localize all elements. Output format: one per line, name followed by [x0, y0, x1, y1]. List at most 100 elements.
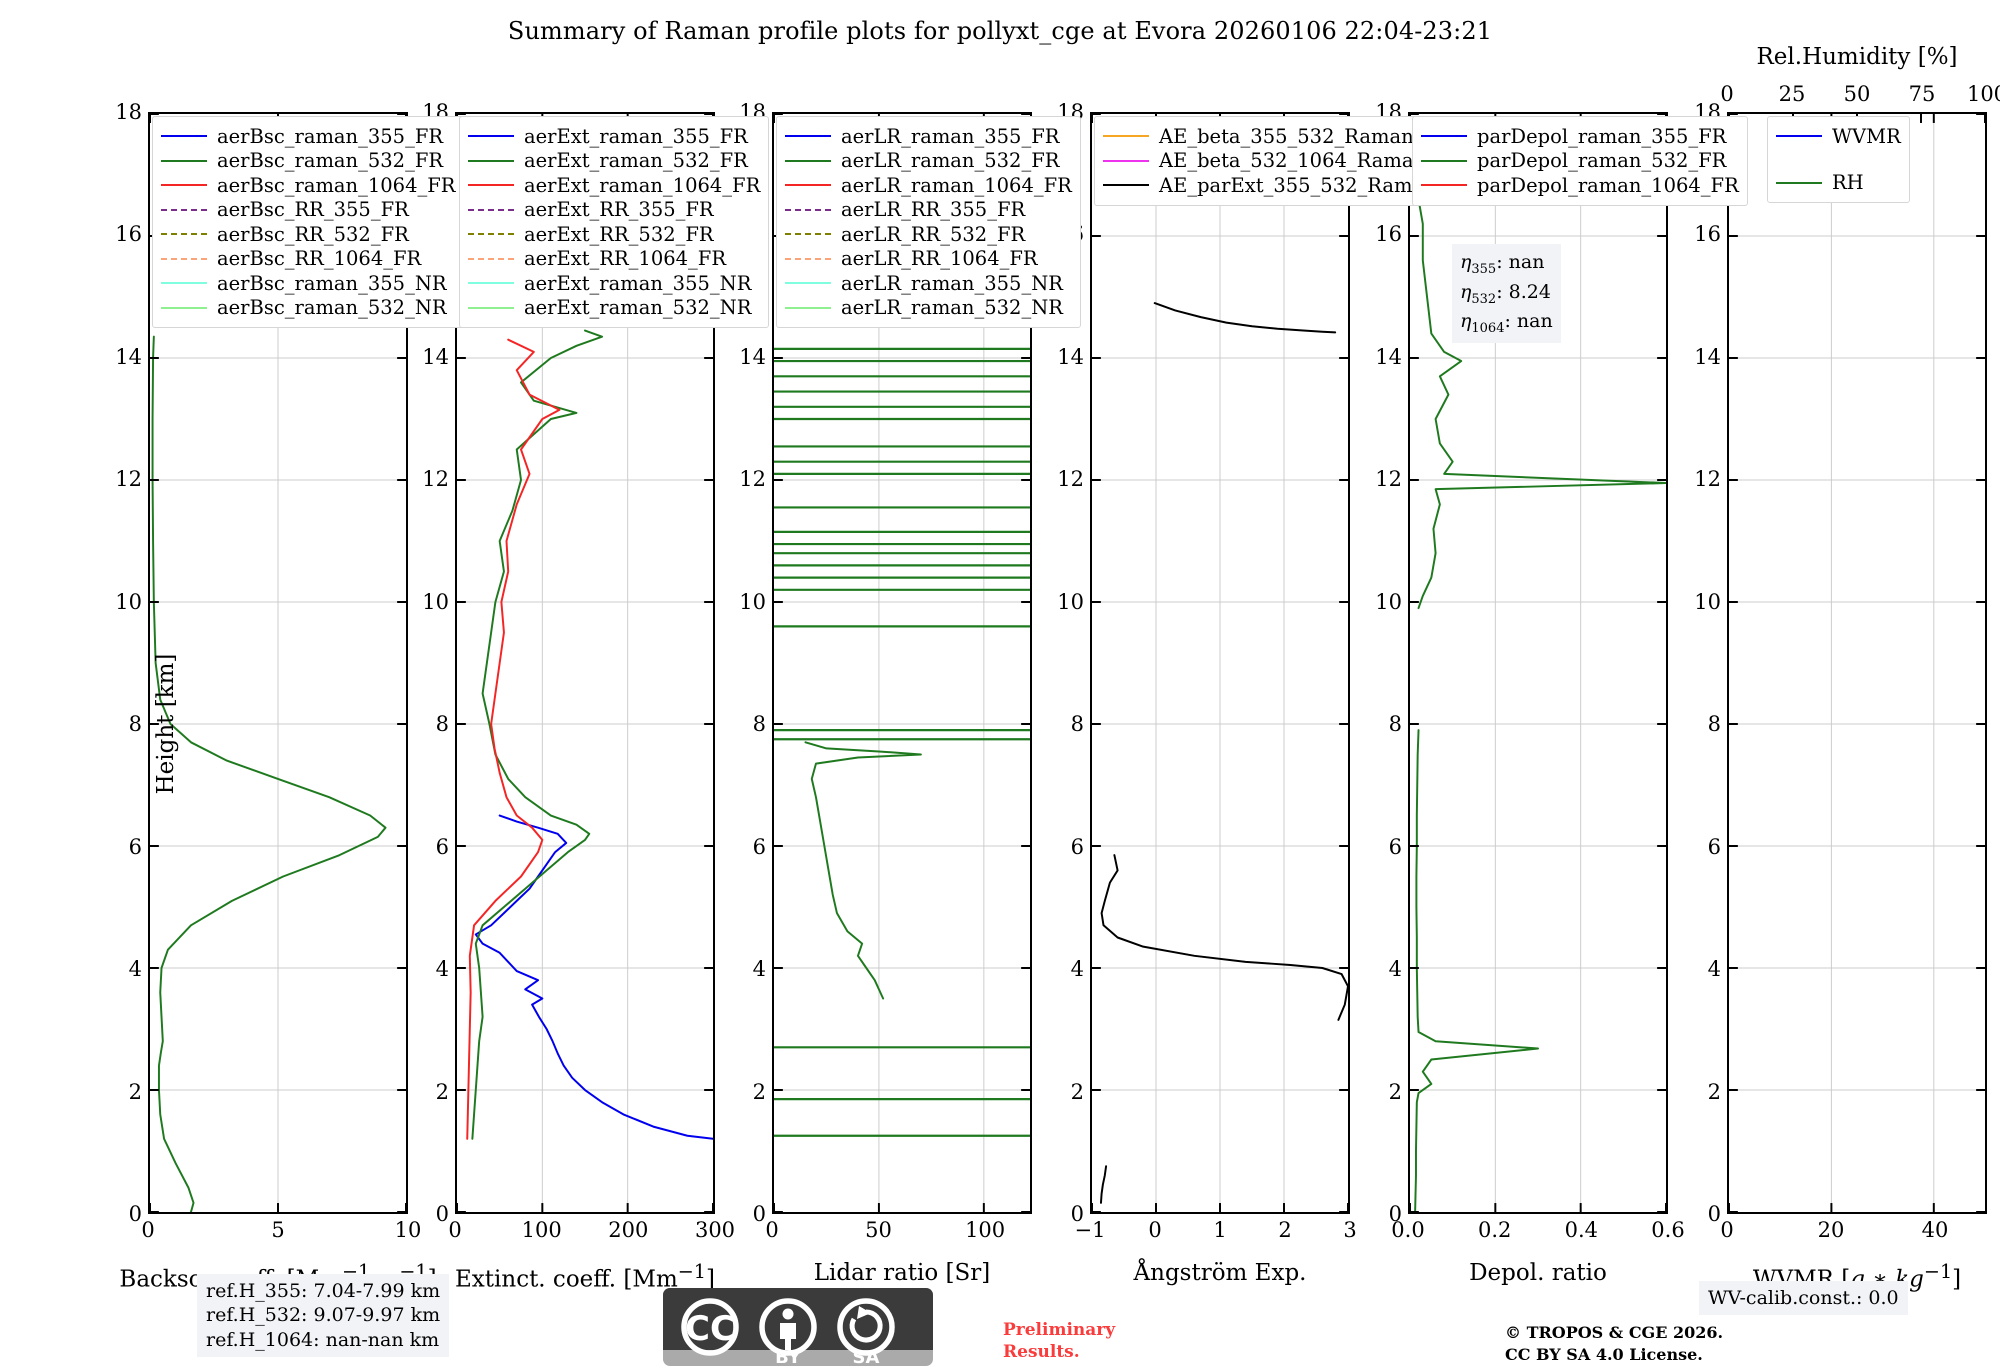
- legend-item[interactable]: AE_parExt_355_532_Raman_FR: [1103, 173, 1475, 198]
- legend-item[interactable]: aerBsc_RR_355_FR: [161, 198, 455, 223]
- legend-item[interactable]: aerLR_RR_1064_FR: [785, 247, 1072, 272]
- legend-item[interactable]: parDepol_raman_532_FR: [1421, 149, 1739, 174]
- svg-text:CC: CC: [685, 1309, 735, 1349]
- legend-item[interactable]: aerLR_raman_355_NR: [785, 271, 1072, 296]
- y-tick-label: 6: [435, 834, 449, 859]
- legend-line-swatch: [468, 159, 514, 162]
- legend-label: aerExt_raman_355_FR: [524, 124, 748, 148]
- top-x-tick-label: 50: [1843, 82, 1871, 106]
- plot-area-angstrom: [1090, 112, 1350, 1214]
- ref-heights-box: ref.H_355: 7.04-7.99 km ref.H_532: 9.07-…: [197, 1274, 450, 1357]
- legend-item[interactable]: aerExt_RR_532_FR: [468, 222, 760, 247]
- creative-commons-badge[interactable]: CC BY SA: [663, 1288, 933, 1368]
- y-tick-label: 8: [128, 712, 142, 737]
- legend-item[interactable]: aerBsc_raman_532_NR: [161, 296, 455, 321]
- legend-label: parDepol_raman_532_FR: [1477, 149, 1727, 172]
- legend-label: parDepol_raman_1064_FR: [1477, 173, 1739, 197]
- legend-item[interactable]: aerLR_raman_532_NR: [785, 296, 1072, 321]
- legend-depolarization[interactable]: parDepol_raman_355_FR parDepol_raman_532_…: [1412, 116, 1748, 206]
- legend-label: aerExt_RR_532_FR: [524, 222, 714, 246]
- y-tick-label: 10: [1375, 589, 1402, 614]
- legend-item[interactable]: AE_beta_355_532_Raman_FR: [1103, 124, 1475, 149]
- legend-item[interactable]: aerLR_RR_532_FR: [785, 222, 1072, 247]
- x-tick-label: 0.0: [1391, 1218, 1425, 1242]
- legend-item[interactable]: aerLR_raman_1064_FR: [785, 173, 1072, 198]
- legend-wvmr_rh[interactable]: WVMR RH: [1767, 116, 1910, 203]
- y-axis-labels-depolarization: 0 2 4 6 8 10 12 14 16 18: [1356, 100, 1402, 1226]
- y-tick-label: 4: [1070, 957, 1084, 982]
- eta-1064-row: η1064: nan: [1460, 310, 1553, 337]
- cc-by-label: BY: [775, 1347, 802, 1366]
- legend-label: WVMR: [1832, 124, 1901, 148]
- legend-line-swatch: [468, 135, 514, 138]
- y-tick-label: 18: [115, 100, 142, 124]
- y-tick-label: 2: [1070, 1079, 1084, 1104]
- legend-lidar_ratio[interactable]: aerLR_raman_355_FR aerLR_raman_532_FR aerL…: [776, 116, 1081, 328]
- legend-item[interactable]: AE_beta_532_1064_Raman_FR: [1103, 149, 1475, 174]
- legend-item[interactable]: aerExt_raman_355_NR: [468, 271, 760, 296]
- legend-item[interactable]: aerLR_raman_355_FR: [785, 124, 1072, 149]
- x-tick-label: 0: [1720, 1218, 1734, 1242]
- legend-item[interactable]: aerExt_RR_1064_FR: [468, 247, 760, 272]
- y-tick-label: 2: [435, 1079, 449, 1104]
- x-axis-labels-depolarization: 0.0 0.2 0.4 0.6: [1391, 1214, 1684, 1248]
- panel-depolarization: 0 2 4 6 8 10 12 14 16 18 0.0 0.2 0.4 0.6 Depol. rati…: [1375, 100, 1748, 1286]
- legend-line-swatch: [161, 282, 207, 285]
- cc-badge-svg: CC BY SA: [663, 1288, 933, 1368]
- legend-line-swatch: [1103, 184, 1149, 187]
- legend-item[interactable]: WVMR: [1776, 124, 1901, 149]
- x-tick-label: 100: [521, 1218, 562, 1242]
- legend-item[interactable]: aerExt_raman_532_NR: [468, 296, 760, 321]
- y-tick-label: 2: [752, 1079, 766, 1104]
- top-x-tick-label: 75: [1908, 82, 1936, 106]
- x-axis-labels-angstrom: −1 0 1 2 3: [1075, 1214, 1357, 1248]
- y-tick-label: 16: [115, 222, 142, 247]
- eta-532-row: η532: 8.24: [1460, 280, 1551, 307]
- y-axis-labels-backscatter: 0 2 4 6 8 10 12 14 16 18: [96, 100, 142, 1226]
- legend-item[interactable]: aerBsc_RR_532_FR: [161, 222, 455, 247]
- legend-item[interactable]: aerBsc_raman_1064_FR: [161, 173, 455, 198]
- legend-item[interactable]: aerExt_raman_1064_FR: [468, 173, 760, 198]
- legend-item[interactable]: aerLR_raman_532_FR: [785, 149, 1072, 174]
- plot-area-depolarization: [1408, 112, 1668, 1214]
- legend-backscatter[interactable]: aerBsc_raman_355_FR aerBsc_raman_532_FR ae…: [152, 116, 465, 328]
- legend-item[interactable]: parDepol_raman_355_FR: [1421, 124, 1739, 149]
- y-axis-labels-wvmr: 0 2 4 6 8 10 12 14 16 18: [1675, 100, 1721, 1226]
- legend-label: aerExt_raman_355_NR: [524, 271, 752, 295]
- legend-item[interactable]: aerBsc_raman_355_NR: [161, 271, 455, 296]
- legend-item[interactable]: aerBsc_raman_532_FR: [161, 149, 455, 174]
- legend-line-swatch: [1421, 159, 1467, 162]
- y-tick-label: 8: [752, 712, 766, 737]
- legend-label: parDepol_raman_355_FR: [1477, 124, 1727, 148]
- y-tick-label: 12: [1694, 467, 1721, 492]
- legend-item[interactable]: aerBsc_RR_1064_FR: [161, 247, 455, 272]
- x-tick-label: 2: [1278, 1218, 1292, 1242]
- legend-label: aerLR_raman_532_NR: [841, 296, 1063, 319]
- y-tick-label: 10: [1694, 589, 1721, 614]
- y-tick-label: 2: [128, 1079, 142, 1104]
- legend-item[interactable]: aerBsc_raman_355_FR: [161, 124, 455, 149]
- y-tick-label: 12: [739, 467, 766, 492]
- top-x-tick-label: 25: [1778, 82, 1806, 106]
- legend-label: aerExt_RR_355_FR: [524, 198, 714, 221]
- legend-extinction[interactable]: aerExt_raman_355_FR aerExt_raman_532_FR ae…: [459, 116, 770, 328]
- x-tick-label: 0: [141, 1218, 155, 1242]
- legend-label: AE_beta_355_532_Raman_FR: [1159, 124, 1452, 148]
- legend-item[interactable]: parDepol_raman_1064_FR: [1421, 173, 1739, 198]
- plot-area-backscatter: [148, 112, 408, 1214]
- legend-item[interactable]: aerExt_raman_355_FR: [468, 124, 760, 149]
- cc-by-person-icon: [759, 1298, 817, 1356]
- legend-item[interactable]: aerExt_RR_355_FR: [468, 198, 760, 223]
- legend-line-swatch: [1103, 135, 1149, 138]
- legend-item[interactable]: aerLR_RR_355_FR: [785, 198, 1072, 223]
- cc-sa-share-alike-icon: [837, 1298, 895, 1356]
- legend-line-swatch: [1776, 135, 1822, 138]
- x-tick-label: 10: [394, 1218, 422, 1242]
- legend-label: RH: [1832, 171, 1864, 194]
- x-axis-labels-wvmr: 0 20 40: [1720, 1214, 1987, 1248]
- legend-item[interactable]: RH: [1776, 171, 1901, 196]
- legend-label: aerBsc_raman_355_FR: [217, 124, 444, 148]
- legend-line-swatch: [785, 159, 831, 162]
- legend-item[interactable]: aerExt_raman_532_FR: [468, 149, 760, 174]
